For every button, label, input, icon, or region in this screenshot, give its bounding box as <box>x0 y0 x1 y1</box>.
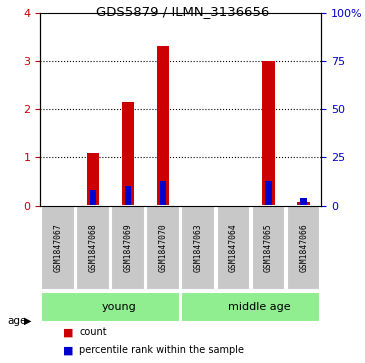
Text: age: age <box>7 316 27 326</box>
Bar <box>125 186 131 205</box>
Bar <box>41 292 180 322</box>
Bar <box>122 102 134 205</box>
Bar <box>76 205 110 290</box>
Bar <box>181 292 320 322</box>
Text: GSM1847065: GSM1847065 <box>264 224 273 272</box>
Bar <box>181 205 215 290</box>
Text: count: count <box>80 327 107 337</box>
Bar <box>287 205 320 290</box>
Bar <box>146 205 180 290</box>
Bar <box>265 180 272 205</box>
Bar <box>216 205 250 290</box>
Bar <box>90 190 96 205</box>
Bar <box>300 198 307 205</box>
Bar <box>251 205 285 290</box>
Text: GSM1847066: GSM1847066 <box>299 224 308 272</box>
Text: ■: ■ <box>63 327 73 337</box>
Text: ▶: ▶ <box>24 316 31 326</box>
Text: GDS5879 / ILMN_3136656: GDS5879 / ILMN_3136656 <box>96 5 269 19</box>
Text: GSM1847068: GSM1847068 <box>88 224 97 272</box>
Bar <box>297 202 310 205</box>
Text: middle age: middle age <box>228 302 291 311</box>
Text: young: young <box>102 302 137 311</box>
Text: GSM1847063: GSM1847063 <box>194 224 203 272</box>
Text: GSM1847070: GSM1847070 <box>159 224 168 272</box>
Text: GSM1847064: GSM1847064 <box>229 224 238 272</box>
Bar <box>157 46 169 205</box>
Bar <box>87 152 99 205</box>
Text: GSM1847069: GSM1847069 <box>123 224 132 272</box>
Text: GSM1847067: GSM1847067 <box>53 224 62 272</box>
Bar <box>111 205 145 290</box>
Text: ■: ■ <box>63 345 73 355</box>
Bar <box>41 205 74 290</box>
Text: percentile rank within the sample: percentile rank within the sample <box>80 345 245 355</box>
Bar <box>262 61 274 205</box>
Bar <box>160 180 166 205</box>
